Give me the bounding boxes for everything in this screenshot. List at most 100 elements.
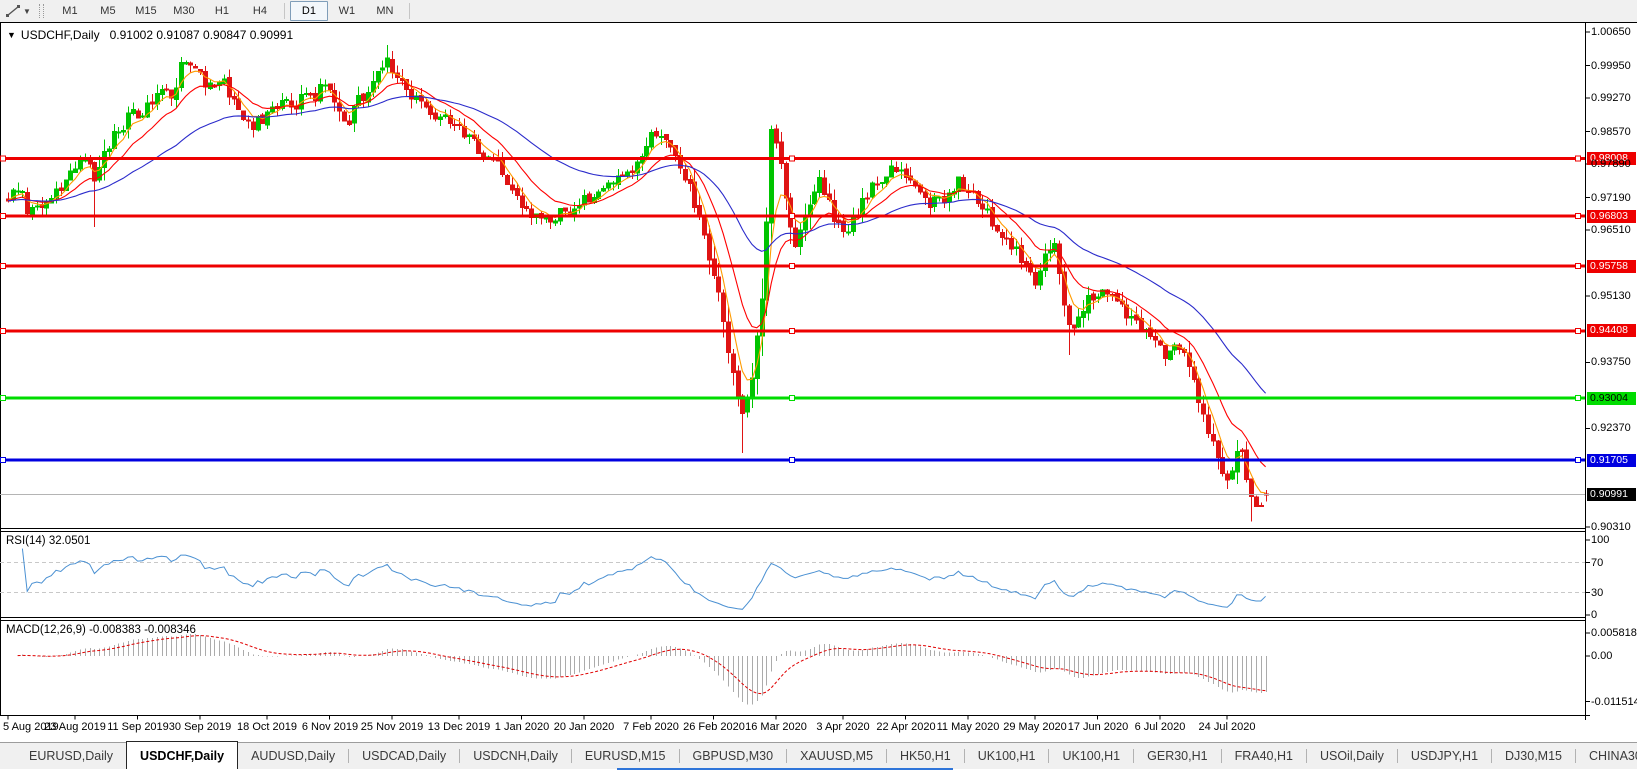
price-axis-label: 0.90310 (1591, 521, 1631, 533)
price-axis-label: 0.97890 (1591, 158, 1631, 170)
rsi-axis-label: 70 (1591, 557, 1604, 569)
time-axis-label: 13 Dec 2019 (427, 721, 491, 733)
level-line-0.96803[interactable] (0, 213, 1585, 220)
tab-divider (963, 749, 965, 763)
level-line-0.98008[interactable] (0, 155, 1585, 162)
timeframe-button-d1[interactable]: D1 (289, 1, 328, 21)
level-line-0.95758[interactable] (0, 263, 1585, 270)
tab-audusd-daily[interactable]: AUDUSD,Daily (251, 749, 336, 763)
price-level-label: 0.91705 (1587, 454, 1636, 467)
price-level-label: 0.94408 (1587, 324, 1636, 337)
timeframe-button-m5[interactable]: M5 (100, 5, 116, 17)
time-axis-label: 5 Aug 2019 (3, 721, 59, 733)
price-axis-label: 0.96510 (1591, 224, 1631, 236)
macd-axis-label: 0.005818 (1591, 627, 1637, 639)
tab-usdcad-daily[interactable]: USDCAD,Daily (362, 749, 447, 763)
time-axis-label: 17 Jun 2020 (1067, 721, 1129, 733)
price-level-label: 0.96803 (1587, 210, 1636, 223)
current-price-label: 0.90991 (1587, 488, 1636, 501)
tab-eurusd-daily[interactable]: EURUSD,Daily (29, 749, 114, 763)
tab-divider (786, 749, 788, 763)
tab-usoil-daily[interactable]: USOil,Daily (1319, 749, 1384, 763)
timeframe-button-h1[interactable]: H1 (214, 5, 229, 17)
tab-hk50-h1[interactable]: HK50,H1 (900, 749, 951, 763)
chevron-down-icon: ▼ (23, 6, 31, 16)
trendline-tool-icon (6, 5, 20, 17)
timeframe-buttons: M1 M5 M15 M30 H1 H4 D1 W1 MN (51, 0, 415, 22)
tab-fra40-h1[interactable]: FRA40,H1 (1234, 749, 1293, 763)
chart-tabs-bar: EURUSD,Daily USDCHF,Daily AUDUSD,Daily USDC… (0, 741, 1637, 769)
timeframe-button-m1[interactable]: M1 (62, 5, 78, 17)
price-axis-ticks (7, 31, 1590, 720)
time-axis-label: 6 Jul 2020 (1134, 721, 1186, 733)
rsi-axis-label: 0 (1591, 609, 1598, 621)
timeframe-button-w1[interactable]: W1 (338, 5, 356, 17)
chart-collapse-icon[interactable]: ▼ (7, 30, 16, 40)
macd-axis-label: 0.00 (1591, 650, 1613, 662)
tab-divider (1396, 749, 1398, 763)
price-axis-label: 0.92370 (1591, 422, 1631, 434)
timeframe-button-m30[interactable]: M30 (173, 5, 195, 17)
price-axis-label: 0.98570 (1591, 126, 1631, 138)
tab-xauusd-m5[interactable]: XAUUSD,M5 (800, 749, 874, 763)
time-axis-label: 26 Feb 2020 (683, 721, 745, 733)
time-axis-label: 11 May 2020 (936, 721, 1000, 733)
timeframe-button-mn[interactable]: MN (376, 5, 394, 17)
candlestick-series (6, 44, 1269, 522)
toolbar-grip (38, 4, 44, 18)
timeframe-button-h4[interactable]: H4 (252, 5, 267, 17)
tab-divider (886, 749, 888, 763)
tab-usdcnh-daily[interactable]: USDCNH,Daily (473, 749, 558, 763)
price-axis-label: 1.00650 (1591, 26, 1631, 38)
tab-divider (1305, 749, 1307, 763)
price-level-label: 0.93004 (1587, 392, 1636, 405)
tab-china300-h4[interactable]: CHINA300,H4 (1589, 749, 1637, 763)
time-axis-label: 20 Jan 2020 (553, 721, 615, 733)
price-axis-label: 0.99950 (1591, 60, 1631, 72)
moving-average-fast (7, 70, 1266, 494)
time-axis-label: 3 Apr 2020 (816, 721, 870, 733)
tab-dj30-m15[interactable]: DJ30,M15 (1505, 749, 1563, 763)
macd-signal-line (17, 635, 1266, 695)
chart-title: ▼ USDCHF,Daily 0.91002 0.91087 0.90847 0.9… (7, 28, 293, 42)
level-line-0.91705[interactable] (0, 457, 1585, 464)
time-axis-label: 22 Apr 2020 (876, 721, 936, 733)
time-axis-label: 1 Jan 2020 (494, 721, 550, 733)
rsi-axis-label: 30 (1591, 587, 1604, 599)
tab-eurusd-m15[interactable]: EURUSD,M15 (584, 749, 666, 763)
line-tool-button[interactable]: ▼ (3, 1, 33, 21)
tab-uk100-h1[interactable]: UK100,H1 (1062, 749, 1121, 763)
time-axis-label: 25 Nov 2019 (360, 721, 424, 733)
chart-symbol-label: USDCHF,Daily (20, 28, 100, 42)
tab-divider (1220, 749, 1222, 763)
tab-divider (678, 749, 680, 763)
macd-indicator-label: MACD(12,26,9) -0.008383 -0.008346 (6, 624, 196, 636)
price-level-label: 0.95758 (1587, 260, 1636, 273)
tab-uk100-h1[interactable]: UK100,H1 (977, 749, 1036, 763)
time-axis-label: 6 Nov 2019 (301, 721, 359, 733)
tab-usdjpy-h1[interactable]: USDJPY,H1 (1410, 749, 1479, 763)
tab-divider (459, 749, 461, 763)
time-axis-label: 16 Mar 2020 (745, 721, 807, 733)
timeframe-button-m15[interactable]: M15 (135, 5, 157, 17)
tab-usdchf-daily[interactable]: USDCHF,Daily (126, 741, 239, 769)
rsi-indicator-label: RSI(14) 32.0501 (6, 535, 91, 547)
tab-divider (348, 749, 350, 763)
chart-frame (0, 22, 1637, 720)
price-axis-label: 0.95130 (1591, 290, 1631, 302)
level-line-0.94408[interactable] (0, 327, 1585, 334)
level-line-0.93004[interactable] (0, 395, 1585, 401)
rsi-axis-label: 100 (1591, 534, 1610, 546)
time-axis-label: 30 Sep 2019 (168, 721, 232, 733)
tab-divider (1575, 749, 1577, 763)
macd-histogram (18, 634, 1267, 705)
time-axis-label: 23 Aug 2019 (44, 721, 106, 733)
toolbar-divider (408, 3, 410, 19)
moving-average-mid (7, 82, 1266, 468)
macd-axis-label: -0.011514 (1591, 696, 1637, 708)
tab-ger30-h1[interactable]: GER30,H1 (1147, 749, 1208, 763)
toolbar-divider (283, 3, 285, 19)
tab-gbpusd-m30[interactable]: GBPUSD,M30 (692, 749, 774, 763)
